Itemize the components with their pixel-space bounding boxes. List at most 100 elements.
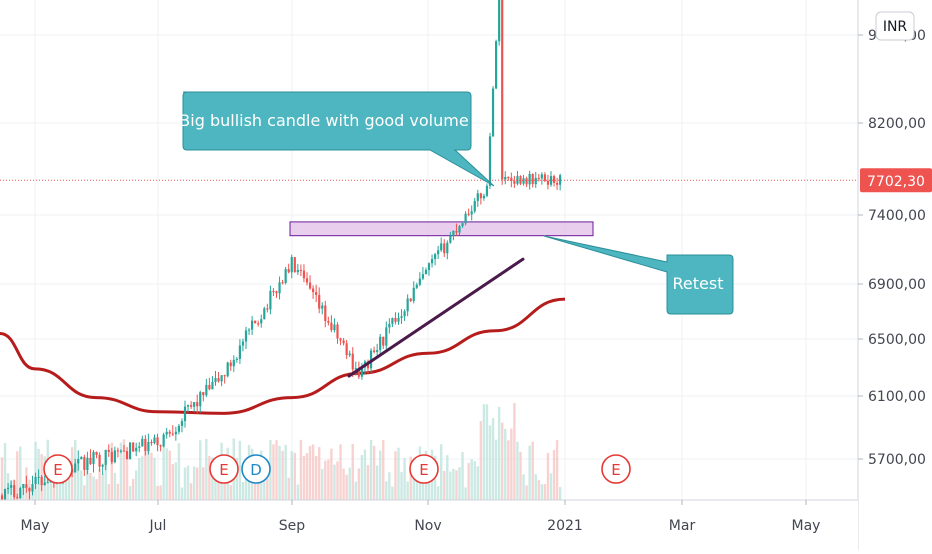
candle (434, 254, 437, 260)
candle (534, 177, 537, 185)
candle (525, 178, 528, 185)
candle (385, 327, 388, 346)
volume-bar (494, 439, 498, 500)
candle (406, 298, 409, 312)
volume-bar (388, 472, 391, 500)
event-marker-circle (43, 454, 73, 484)
candle (559, 175, 562, 185)
volume-bar (342, 468, 345, 500)
candle (418, 278, 421, 285)
candle (351, 353, 354, 370)
volume-bar (141, 456, 144, 500)
volume-bar (34, 441, 37, 500)
volume-bar (513, 403, 516, 500)
event-marker-circle (601, 454, 631, 484)
volume-bar (510, 428, 513, 500)
candle (251, 320, 254, 330)
candle (165, 431, 168, 435)
volume-bar (546, 452, 550, 500)
candle (31, 484, 34, 492)
candle (162, 434, 165, 447)
candle (89, 457, 92, 465)
event-marker-circle (209, 454, 239, 484)
volume-bar (263, 473, 266, 500)
candle (519, 176, 522, 184)
candle (348, 353, 351, 356)
volume-bar (354, 481, 357, 500)
event-marker-circle (409, 454, 439, 484)
candle (183, 406, 187, 422)
candle (382, 336, 385, 346)
candle (229, 362, 232, 367)
candle (46, 482, 49, 484)
candle (214, 378, 217, 383)
candle (482, 195, 485, 199)
candle (196, 402, 199, 407)
volume-bar (244, 471, 248, 500)
candle (327, 321, 330, 323)
volume-bar (92, 476, 95, 500)
moving-average-line (0, 297, 566, 415)
candle (3, 489, 7, 505)
candle (504, 177, 507, 180)
volume-bar (156, 485, 159, 500)
candle (409, 298, 412, 301)
volume-bar (558, 487, 562, 500)
volume-bar (235, 457, 239, 500)
candle (446, 242, 449, 254)
volume-bar (522, 474, 525, 500)
volume-bar (519, 451, 522, 500)
volume-bar (165, 448, 168, 500)
volume-bar (464, 487, 467, 500)
candle (522, 178, 525, 184)
last-price-badge (860, 168, 932, 193)
candle (34, 477, 37, 485)
currency-label: INR (883, 19, 908, 35)
volume-bar (272, 444, 275, 500)
currency-button[interactable]: INR (875, 11, 915, 41)
candle (13, 485, 16, 498)
candle (531, 174, 534, 185)
volume-bar (345, 474, 348, 500)
candle (308, 282, 312, 289)
candle (388, 323, 391, 328)
volume-bar (275, 440, 278, 500)
moving-average-group (0, 297, 566, 415)
volume-bar (482, 404, 486, 500)
volume-bar (159, 485, 162, 500)
candle (458, 226, 461, 233)
candle (208, 384, 211, 390)
volume-bar (394, 451, 397, 500)
candle (543, 174, 546, 181)
volume-bar (19, 446, 22, 500)
candle (25, 484, 28, 488)
volume-bar (449, 471, 452, 500)
volume-bar (308, 445, 312, 500)
currency-button-frame (875, 11, 915, 41)
volume-bar (266, 461, 269, 500)
volume-bar (171, 464, 174, 500)
candle (424, 269, 428, 275)
candle (7, 487, 10, 490)
volume-bar (357, 468, 361, 500)
candle (83, 456, 86, 470)
candle (238, 345, 241, 359)
candle (430, 259, 434, 264)
candle (266, 308, 269, 310)
candle (260, 319, 263, 324)
volume-bar (128, 486, 132, 500)
volume-bar (467, 462, 470, 500)
x-tick-label: May (21, 518, 50, 534)
candle (138, 446, 141, 448)
candle (180, 421, 184, 426)
volume-bar (138, 457, 141, 500)
candle (269, 290, 272, 310)
candle (77, 459, 80, 464)
x-tick-label: May (792, 518, 821, 534)
volume-bar (516, 441, 519, 500)
candle (427, 263, 431, 270)
candle (147, 441, 150, 451)
candle (556, 182, 559, 185)
candle (342, 340, 345, 344)
